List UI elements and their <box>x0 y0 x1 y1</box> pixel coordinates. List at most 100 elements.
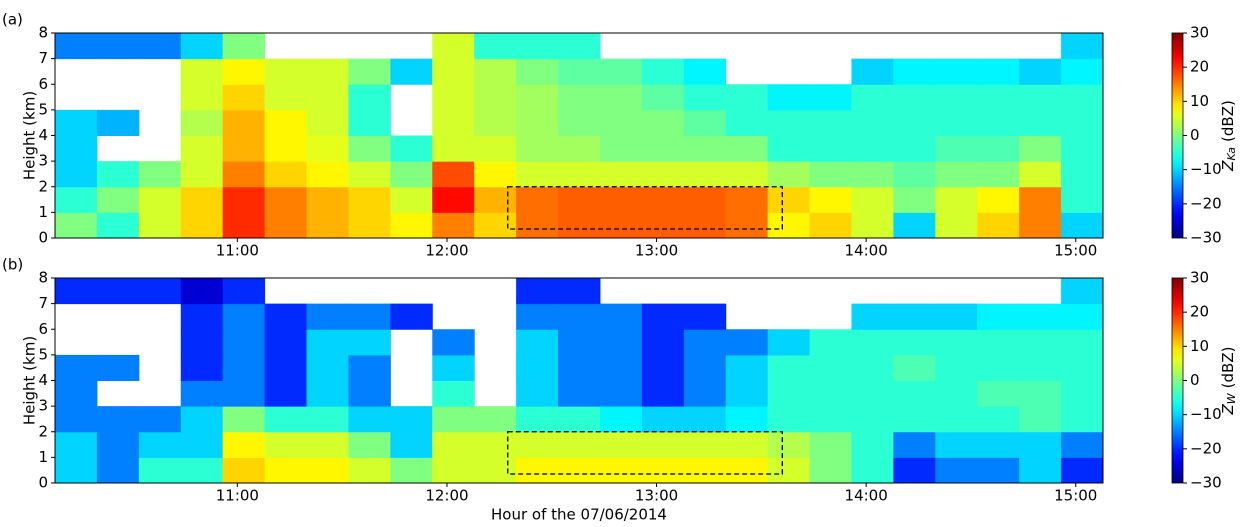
heat-cell <box>767 135 811 162</box>
x-tick-label: 15:00 <box>1054 487 1097 505</box>
heat-cell <box>935 431 978 458</box>
heat-cell <box>390 186 433 213</box>
heat-cell <box>222 457 266 484</box>
heat-cell <box>264 58 308 85</box>
heat-cell <box>558 58 601 85</box>
heat-cell <box>809 161 852 188</box>
heat-cell <box>516 109 559 136</box>
heat-cell <box>1061 278 1104 305</box>
heat-cell <box>767 431 811 458</box>
heat-cell <box>1019 84 1062 111</box>
heat-cell <box>1019 431 1062 458</box>
x-axis-label: Hour of the 07/06/2014 <box>491 506 667 524</box>
heat-cell <box>264 431 308 458</box>
heat-cell <box>599 329 643 356</box>
heat-cell <box>348 380 391 407</box>
y-tick-label: 8 <box>38 24 48 42</box>
colorbar-tick-label: −20 <box>1190 439 1222 457</box>
heat-cell <box>180 161 224 188</box>
y-tick-label: 6 <box>38 320 48 338</box>
heat-cell <box>432 161 475 188</box>
heat-cell <box>935 109 978 136</box>
heat-cell <box>474 109 517 136</box>
heat-cell <box>432 58 475 85</box>
colorbar-label-subscript: W <box>1225 392 1238 404</box>
heat-cell <box>516 84 559 111</box>
x-tick-label: 12:00 <box>425 487 468 505</box>
heat-cell <box>893 109 936 136</box>
heat-cell <box>432 109 475 136</box>
heat-cell <box>180 303 224 330</box>
heat-cell <box>222 406 266 433</box>
heat-cell <box>1061 109 1104 136</box>
heat-cell <box>558 457 601 484</box>
heat-cell <box>851 431 894 458</box>
heat-cell <box>725 84 769 111</box>
heat-cell <box>725 329 769 356</box>
heat-cell <box>977 303 1020 330</box>
heat-cell <box>683 58 727 85</box>
heat-cell <box>516 380 559 407</box>
heat-cell <box>474 186 517 213</box>
heat-cell <box>725 431 769 458</box>
heat-cell <box>977 354 1020 381</box>
heat-cell <box>348 84 391 111</box>
heat-cell <box>935 135 978 162</box>
heat-cell <box>977 84 1020 111</box>
heat-cell <box>474 58 517 85</box>
heat-cell <box>599 161 643 188</box>
heat-cell <box>348 431 391 458</box>
heat-cell <box>474 406 517 433</box>
heat-cell <box>851 109 894 136</box>
heat-cell <box>641 406 685 433</box>
heat-cell <box>138 278 182 305</box>
heat-cell <box>432 84 475 111</box>
heat-cell <box>1019 135 1062 162</box>
x-tick-label: 15:00 <box>1054 242 1097 260</box>
y-tick-label: 8 <box>38 269 48 287</box>
heat-cell <box>390 406 433 433</box>
heat-cell <box>893 354 936 381</box>
heat-cell <box>390 135 433 162</box>
heat-cell <box>348 212 391 239</box>
heat-cell <box>474 161 517 188</box>
heat-cell <box>96 457 140 484</box>
heat-cell <box>222 278 266 305</box>
heat-cell <box>348 354 391 381</box>
heat-cell <box>599 303 643 330</box>
colorbar-tick-label: 20 <box>1190 303 1209 321</box>
heat-cell <box>432 135 475 162</box>
heat-cell <box>725 186 769 213</box>
heat-cell <box>55 431 98 458</box>
heat-cell <box>641 303 685 330</box>
heat-cell <box>222 109 266 136</box>
heat-cell <box>977 109 1020 136</box>
heat-cell <box>809 457 852 484</box>
heat-cell <box>390 431 433 458</box>
heat-cell <box>1061 303 1104 330</box>
heat-cell <box>683 186 727 213</box>
heat-cell <box>516 186 559 213</box>
heat-cell <box>558 84 601 111</box>
heat-cell <box>1061 58 1104 85</box>
heat-cell <box>683 212 727 239</box>
heat-cell <box>767 84 811 111</box>
heat-cell <box>725 161 769 188</box>
colorbar-tick-label: −10 <box>1190 405 1222 423</box>
y-tick-label: 0 <box>38 229 48 247</box>
heat-cell <box>977 135 1020 162</box>
heat-cell <box>725 354 769 381</box>
x-tick-label: 14:00 <box>845 242 888 260</box>
heat-cell <box>306 135 349 162</box>
heat-cell <box>55 380 98 407</box>
heat-cell <box>725 380 769 407</box>
heat-cell <box>893 186 936 213</box>
heat-cell <box>558 406 601 433</box>
heat-cell <box>1061 135 1104 162</box>
heat-cell <box>641 135 685 162</box>
heat-cell <box>893 406 936 433</box>
heat-cell <box>599 58 643 85</box>
heat-cell <box>180 329 224 356</box>
heat-cell <box>935 58 978 85</box>
